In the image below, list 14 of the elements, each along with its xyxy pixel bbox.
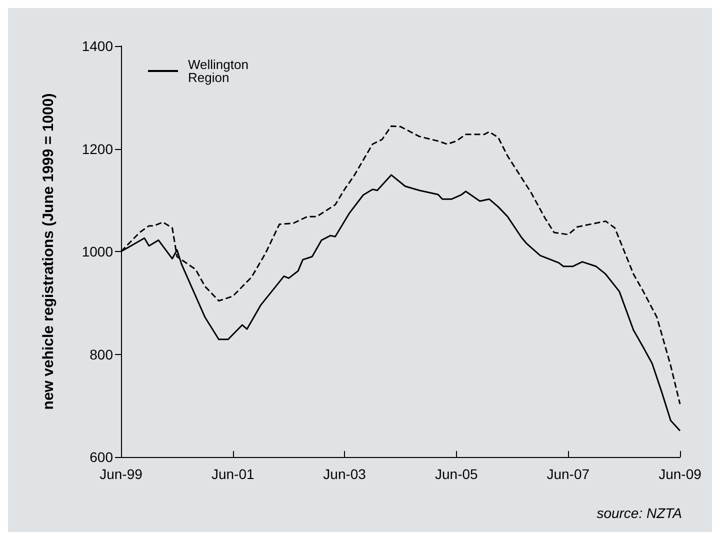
y-tick-label: 1400: [82, 38, 114, 54]
legend-label: Wellington Region: [188, 57, 252, 85]
y-tick-label: 800: [90, 346, 114, 362]
y-tick-label: 1000: [82, 244, 114, 260]
x-tick-label: Jun-03: [323, 466, 366, 482]
y-tick-label: 600: [90, 449, 114, 465]
x-tick-label: Jun-07: [546, 466, 590, 482]
y-tick-label: 1200: [82, 140, 114, 157]
source-note: source: NZTA: [596, 505, 682, 521]
x-tick-label: Jun-99: [100, 466, 143, 482]
x-tick-label: Jun-09: [658, 466, 702, 482]
x-tick-label: Jun-01: [211, 466, 254, 482]
y-axis-title: new vehicle registrations (June 1999 = 1000): [40, 93, 57, 410]
x-tick-label: Jun-05: [435, 466, 478, 482]
